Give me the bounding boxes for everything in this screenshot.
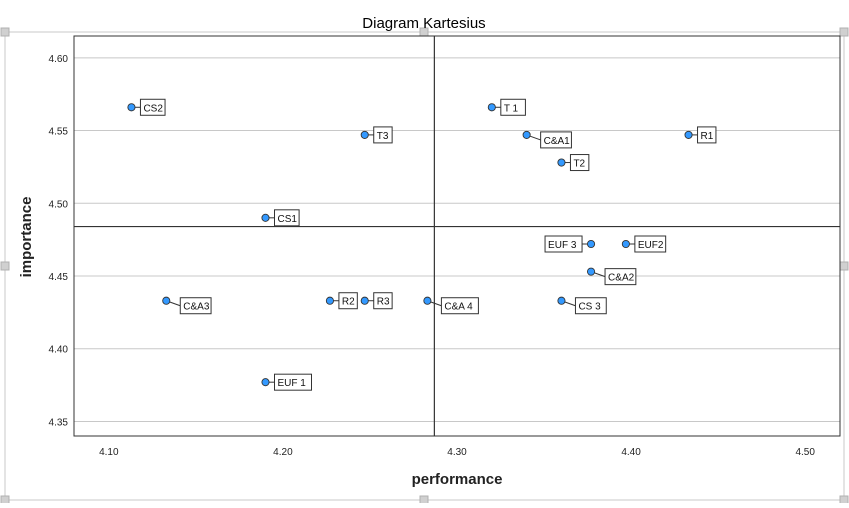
point-label: C&A3 (183, 302, 210, 313)
data-point: EUF 3 (544, 235, 596, 253)
resize-handle[interactable] (839, 261, 849, 271)
point-label-box (179, 297, 212, 315)
data-point: CS2 (127, 98, 166, 116)
point-marker (360, 130, 369, 139)
resize-handle[interactable] (0, 27, 10, 37)
data-point: T2 (557, 154, 590, 172)
y-axis-label: importance (18, 197, 35, 278)
point-label-box (440, 297, 479, 315)
x-tick-label: 4.20 (273, 447, 293, 458)
plot-area (73, 35, 841, 437)
point-marker (261, 378, 270, 387)
point-label-box (697, 126, 717, 144)
point-label-box (139, 98, 166, 116)
point-marker (127, 103, 136, 112)
data-point: R2 (325, 292, 358, 310)
y-tick-label: 4.35 (49, 417, 69, 428)
point-marker (557, 158, 566, 167)
gridlines (74, 57, 840, 422)
resize-handle[interactable] (0, 495, 10, 505)
data-point: EUF2 (621, 235, 667, 253)
point-label-box (500, 98, 526, 116)
y-tick-label: 4.60 (49, 54, 69, 65)
data-points: CS2 T3 CS1 C&A3 R2 R3 C&A 4 EUF 1 T 1 C&A1 R1 T2 EUF… (127, 98, 717, 391)
data-point: T 1 (487, 98, 526, 116)
point-marker (325, 296, 334, 305)
chart-frame (4, 31, 845, 501)
point-marker (587, 267, 596, 276)
point-label: CS1 (278, 214, 298, 225)
point-label: T 1 (504, 103, 519, 114)
point-label: T2 (573, 159, 585, 170)
point-label-box (274, 209, 300, 227)
point-label: C&A 4 (444, 302, 473, 313)
point-marker (360, 296, 369, 305)
point-label: R3 (377, 297, 390, 308)
point-label-box (574, 297, 607, 315)
x-tick-label: 4.50 (795, 447, 815, 458)
point-label: R2 (342, 297, 355, 308)
point-label: EUF 1 (278, 378, 307, 389)
point-label: R1 (701, 131, 714, 142)
y-tick-label: 4.40 (49, 345, 69, 356)
point-marker (557, 296, 566, 305)
data-point: C&A 4 (423, 296, 479, 315)
x-axis-label: performance (412, 471, 503, 488)
data-point: C&A3 (162, 296, 212, 315)
point-label-box (373, 292, 393, 310)
data-point: C&A1 (522, 130, 572, 149)
point-label-box (569, 154, 590, 172)
point-marker (621, 239, 630, 249)
resize-handle[interactable] (839, 495, 849, 505)
x-tick-label: 4.10 (99, 447, 119, 458)
point-label-box (274, 373, 312, 391)
y-tick-label: 4.55 (49, 127, 69, 138)
chart-title: Diagram Kartesius (362, 15, 485, 32)
data-point: CS 3 (557, 296, 607, 315)
data-point: CS1 (261, 209, 300, 227)
resize-handle[interactable] (839, 27, 849, 37)
axis-ticks: 4.35 4.40 4.45 4.50 4.55 4.60 4.10 4.20 4.30 4.40… (49, 54, 816, 458)
point-marker (423, 296, 432, 305)
data-point: EUF 1 (261, 373, 312, 391)
point-marker (261, 213, 270, 222)
resize-handle[interactable] (0, 261, 10, 271)
resize-handles[interactable] (0, 27, 849, 505)
point-label-box (634, 235, 667, 253)
point-marker (587, 239, 596, 249)
y-tick-label: 4.50 (49, 199, 69, 210)
point-label: EUF 3 (548, 240, 577, 251)
point-marker (162, 296, 171, 305)
point-label: CS2 (143, 103, 163, 114)
point-marker (522, 130, 531, 139)
data-point: T3 (360, 126, 393, 144)
point-label-box (604, 268, 637, 286)
point-label: CS 3 (578, 302, 601, 313)
reference-lines (74, 36, 840, 436)
data-point: C&A2 (587, 267, 637, 286)
point-label-box (540, 131, 572, 149)
point-marker (684, 130, 693, 139)
point-label: C&A2 (608, 273, 635, 284)
y-tick-label: 4.45 (49, 272, 69, 283)
point-label: T3 (377, 131, 389, 142)
point-label: EUF2 (638, 240, 664, 251)
point-label-box (544, 235, 583, 253)
data-point: R3 (360, 292, 393, 310)
data-point: R1 (684, 126, 717, 144)
resize-handle[interactable] (419, 495, 429, 505)
point-label-box (373, 126, 393, 144)
x-tick-label: 4.40 (621, 447, 641, 458)
point-label-box (338, 292, 358, 310)
x-tick-label: 4.30 (447, 447, 467, 458)
point-marker (487, 103, 496, 112)
point-label: C&A1 (544, 136, 571, 147)
